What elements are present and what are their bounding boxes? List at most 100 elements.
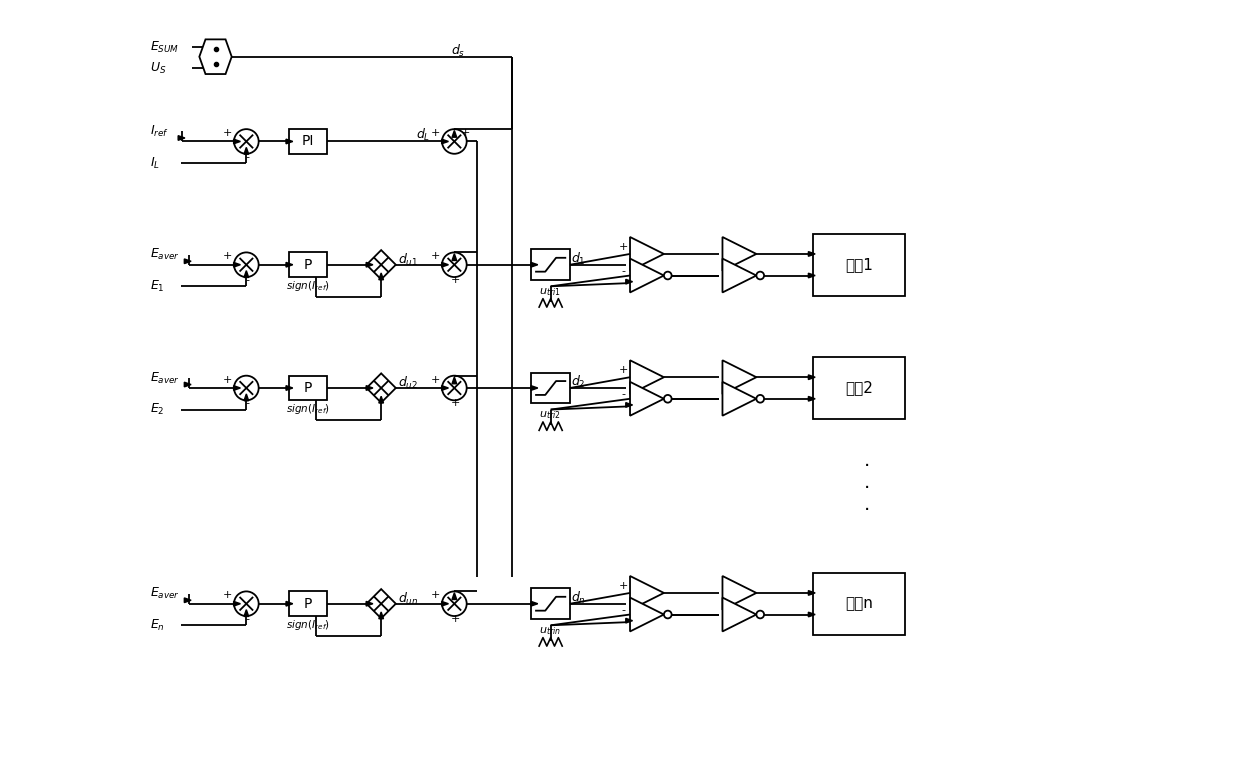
Text: $I_L$: $I_L$: [150, 155, 160, 171]
Text: $d_{u1}$: $d_{u1}$: [398, 252, 418, 268]
Polygon shape: [441, 386, 449, 390]
Polygon shape: [244, 271, 249, 278]
Text: ·
·
·: · · ·: [863, 456, 869, 520]
Text: P: P: [304, 258, 312, 272]
Polygon shape: [723, 237, 756, 271]
Bar: [532, 249, 570, 280]
Polygon shape: [531, 386, 538, 390]
Polygon shape: [244, 394, 249, 400]
Polygon shape: [366, 262, 373, 267]
Text: 模块1: 模块1: [844, 257, 873, 272]
Polygon shape: [626, 403, 632, 407]
Polygon shape: [808, 612, 815, 617]
Circle shape: [234, 376, 259, 400]
Polygon shape: [233, 262, 241, 267]
Polygon shape: [808, 397, 815, 401]
Text: $E_n$: $E_n$: [150, 618, 165, 633]
Text: $d_L$: $d_L$: [415, 127, 430, 144]
Text: $u_{tri2}$: $u_{tri2}$: [539, 409, 560, 421]
Text: -: -: [246, 152, 250, 162]
Polygon shape: [626, 618, 632, 623]
Polygon shape: [233, 386, 241, 390]
Text: PI: PI: [301, 134, 314, 148]
Circle shape: [663, 272, 672, 279]
Polygon shape: [723, 382, 756, 416]
Text: $E_{aver}$: $E_{aver}$: [150, 370, 180, 386]
Polygon shape: [723, 576, 756, 610]
Polygon shape: [379, 612, 383, 618]
Text: $E_{SUM}$: $E_{SUM}$: [150, 40, 180, 55]
Text: +: +: [430, 128, 440, 138]
Polygon shape: [630, 382, 663, 416]
Text: $E_1$: $E_1$: [150, 279, 165, 294]
Text: -: -: [246, 614, 250, 624]
Circle shape: [441, 252, 466, 277]
Polygon shape: [723, 360, 756, 394]
Text: 模块2: 模块2: [844, 380, 873, 396]
Text: $U_S$: $U_S$: [150, 61, 166, 76]
Polygon shape: [453, 593, 456, 600]
Polygon shape: [441, 139, 449, 144]
Text: $E_2$: $E_2$: [150, 402, 165, 417]
Text: +: +: [222, 375, 232, 385]
Text: -: -: [246, 275, 250, 285]
Polygon shape: [286, 386, 293, 390]
Text: +: +: [222, 128, 232, 138]
Polygon shape: [233, 139, 241, 144]
Polygon shape: [441, 601, 449, 606]
Circle shape: [756, 395, 764, 403]
Polygon shape: [453, 377, 456, 384]
Text: $u_{trin}$: $u_{trin}$: [539, 625, 560, 636]
Polygon shape: [630, 598, 663, 632]
Polygon shape: [531, 601, 538, 606]
Polygon shape: [286, 601, 293, 606]
Bar: [289, 591, 327, 616]
Polygon shape: [286, 139, 293, 144]
Text: +: +: [619, 242, 629, 252]
Polygon shape: [185, 259, 191, 264]
Circle shape: [756, 611, 764, 618]
Text: +: +: [451, 614, 460, 624]
Bar: [812, 234, 905, 296]
Text: $sign(I_{ref})$: $sign(I_{ref})$: [286, 279, 330, 293]
Circle shape: [234, 129, 259, 154]
Polygon shape: [723, 598, 756, 632]
Text: $d_s$: $d_s$: [450, 43, 465, 59]
Text: $E_{aver}$: $E_{aver}$: [150, 248, 180, 262]
Text: $d_{un}$: $d_{un}$: [398, 591, 419, 607]
Polygon shape: [200, 40, 232, 74]
Polygon shape: [367, 373, 396, 403]
Polygon shape: [808, 251, 815, 256]
Circle shape: [663, 395, 672, 403]
Text: +: +: [430, 591, 440, 601]
Polygon shape: [244, 147, 249, 154]
Text: P: P: [304, 597, 312, 611]
Polygon shape: [531, 262, 538, 267]
Text: +: +: [222, 591, 232, 601]
Polygon shape: [626, 279, 632, 284]
Text: +: +: [222, 251, 232, 262]
Polygon shape: [630, 576, 663, 610]
Text: $sign(I_{ref})$: $sign(I_{ref})$: [286, 618, 330, 632]
Polygon shape: [179, 136, 185, 140]
Text: -: -: [246, 398, 250, 408]
Polygon shape: [808, 273, 815, 278]
Text: +: +: [451, 398, 460, 408]
Polygon shape: [723, 258, 756, 293]
Polygon shape: [630, 360, 663, 394]
Text: $d_n$: $d_n$: [572, 590, 587, 605]
Text: +: +: [451, 275, 460, 285]
Bar: [812, 573, 905, 635]
Circle shape: [441, 591, 466, 616]
Text: -: -: [621, 266, 626, 276]
Polygon shape: [630, 258, 663, 293]
Text: $u_{tri1}$: $u_{tri1}$: [539, 286, 560, 297]
Text: +: +: [461, 128, 471, 138]
Text: +: +: [619, 581, 629, 591]
Text: +: +: [430, 375, 440, 385]
Text: $d_2$: $d_2$: [572, 374, 587, 390]
Polygon shape: [233, 601, 241, 606]
Text: +: +: [619, 365, 629, 376]
Polygon shape: [808, 591, 815, 595]
Polygon shape: [366, 601, 373, 606]
